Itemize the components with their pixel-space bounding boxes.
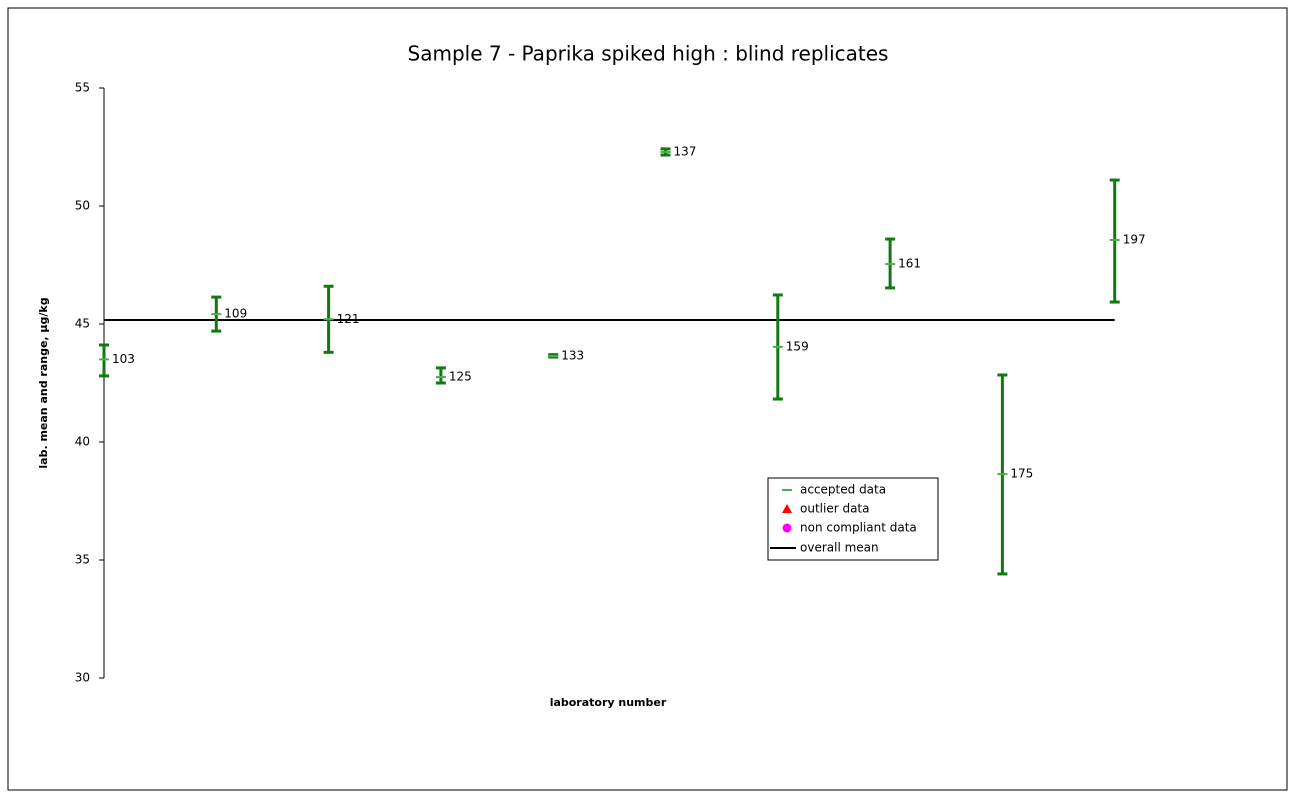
lab-label: 109 bbox=[224, 307, 247, 321]
lab-label: 197 bbox=[1123, 232, 1146, 246]
lab-label: 159 bbox=[786, 339, 809, 353]
legend-label: accepted data bbox=[800, 483, 886, 497]
legend-marker bbox=[782, 523, 792, 533]
lab-label: 137 bbox=[674, 144, 697, 158]
y-tick-label: 30 bbox=[75, 671, 90, 685]
legend bbox=[767, 477, 939, 561]
y-tick-label: 35 bbox=[75, 553, 90, 567]
legend-label: non compliant data bbox=[800, 521, 917, 535]
y-tick-label: 50 bbox=[75, 199, 90, 213]
lab-label: 103 bbox=[112, 352, 135, 366]
lab-label: 175 bbox=[1010, 467, 1033, 481]
chart-frame bbox=[7, 7, 1288, 791]
lab-label: 133 bbox=[561, 349, 584, 363]
x-axis-label: laboratory number bbox=[550, 696, 667, 709]
legend-label: outlier data bbox=[800, 502, 869, 516]
y-tick-label: 45 bbox=[75, 317, 90, 331]
legend-label: overall mean bbox=[800, 541, 879, 555]
chart-title: Sample 7 - Paprika spiked high : blind r… bbox=[408, 42, 889, 66]
lab-label: 125 bbox=[449, 370, 472, 384]
y-tick-label: 55 bbox=[75, 81, 90, 95]
y-tick-label: 40 bbox=[75, 435, 90, 449]
lab-label: 161 bbox=[898, 257, 921, 271]
y-axis-label: lab. mean and range, µg/kg bbox=[37, 297, 50, 468]
lab-label: 121 bbox=[337, 312, 360, 326]
legend-marker bbox=[782, 504, 792, 513]
